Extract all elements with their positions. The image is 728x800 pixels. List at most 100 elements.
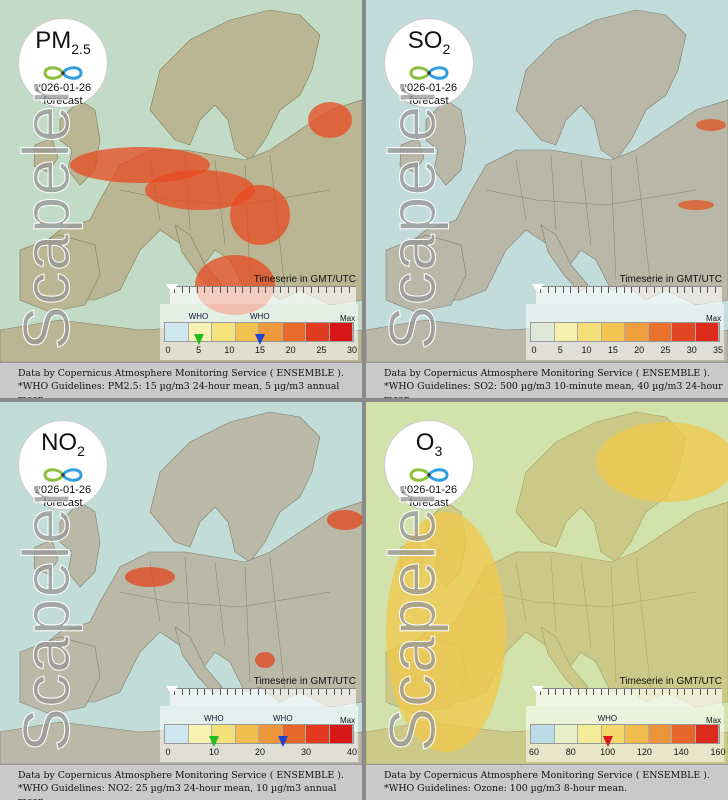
timeline-bar[interactable] xyxy=(170,688,356,706)
timeline-tick xyxy=(616,287,617,293)
legend-tick-label: 15 xyxy=(607,345,618,355)
legend-tick-label: 5 xyxy=(196,345,202,355)
forecast-label: forecast xyxy=(409,496,449,509)
timeline-tick xyxy=(600,287,602,293)
legend-ticks: 60 80 100 120 140 160 xyxy=(526,747,726,759)
legend-tick-label: 160 xyxy=(710,747,726,757)
legend-tick-label: 80 xyxy=(565,747,576,757)
timeline-tick xyxy=(341,689,343,695)
timeline-tick xyxy=(699,689,701,695)
legend-tick-label: 20 xyxy=(254,747,266,757)
timeline-marker-icon[interactable] xyxy=(532,284,544,293)
timeline-tick xyxy=(295,287,297,293)
timeline-tick xyxy=(310,689,312,695)
legend-swatch xyxy=(648,323,672,341)
pollutant-badge: NO2 2026-01-26 forecast xyxy=(18,420,108,510)
legend-max-label: Max xyxy=(706,716,722,725)
timeline-tick xyxy=(692,689,693,695)
timeline-tick xyxy=(638,287,640,293)
timeline-tick xyxy=(676,689,678,695)
legend-swatch xyxy=(329,323,353,341)
timeline-tick xyxy=(692,287,693,293)
legend-ticks: 0 5 10 15 20 25 30 35 xyxy=(526,345,726,357)
timeline-marker-icon[interactable] xyxy=(532,686,544,695)
pollution-hotspot xyxy=(230,185,290,245)
timeline-tick xyxy=(318,287,320,293)
timeline-bar[interactable] xyxy=(170,286,356,304)
timeline-tick xyxy=(562,287,564,293)
timeline-tick xyxy=(333,689,335,695)
timeline-tick xyxy=(348,287,350,293)
legend-swatch xyxy=(329,725,353,743)
timeline-tick xyxy=(318,689,320,695)
legend-tick-label: 10 xyxy=(208,747,220,757)
footer: Data by Copernicus Atmosphere Monitoring… xyxy=(366,362,728,398)
footer-who-guidelines: *WHO Guidelines: Ozone: 100 µg/m3 8-hour… xyxy=(384,783,628,794)
timeline-tick xyxy=(242,287,244,293)
timeline-tick xyxy=(654,287,655,293)
who-marker-icon xyxy=(193,334,204,345)
land-iberia xyxy=(385,234,467,313)
timeline-bar[interactable] xyxy=(536,286,722,304)
timeline-tick xyxy=(189,287,191,293)
land-ireland xyxy=(399,137,425,173)
legend-tick-label: 20 xyxy=(634,345,645,355)
timeline-marker-icon[interactable] xyxy=(166,686,178,695)
legend-swatch xyxy=(259,725,283,743)
timeline-tick xyxy=(227,287,229,293)
legend-tick-label: 15 xyxy=(254,345,266,355)
pollutant-name: O3 xyxy=(415,429,443,459)
timeline-bar[interactable] xyxy=(536,688,722,706)
legend-swatch xyxy=(212,323,236,341)
legend-swatch xyxy=(554,725,578,743)
legend-swatch xyxy=(578,323,602,341)
land-scandinavia xyxy=(149,411,321,563)
forecast-label: forecast xyxy=(43,94,83,107)
timeline-tick xyxy=(547,287,549,293)
timeline-tick xyxy=(707,689,709,695)
pollution-hotspot xyxy=(327,510,362,530)
timeline-tick xyxy=(181,287,183,293)
legend-swatch xyxy=(625,725,649,743)
timeline-tick xyxy=(242,689,244,695)
legend-max-label: Max xyxy=(340,716,356,725)
timeline-tick xyxy=(578,689,579,695)
timeline-tick xyxy=(646,689,648,695)
timeline-tick xyxy=(196,689,198,695)
forecast-date: 2026-01-26 xyxy=(34,81,92,94)
forecast-label: forecast xyxy=(43,496,83,509)
legend-swatch xyxy=(695,323,719,341)
who-label: WHO xyxy=(204,714,224,723)
timeline-tick xyxy=(189,689,191,695)
timeline-tick xyxy=(326,689,327,695)
pollutant-name: NO2 xyxy=(41,429,85,459)
timeline-tick xyxy=(280,287,282,293)
legend-tick-label: 35 xyxy=(712,345,724,355)
legend-swatch xyxy=(165,323,189,341)
land-britain xyxy=(59,501,101,588)
timeline-tick xyxy=(570,287,572,293)
timeline-tick xyxy=(707,287,709,293)
timeline-tick xyxy=(227,689,229,695)
timeline-marker-icon[interactable] xyxy=(166,284,178,293)
timeserie-label: Timeserie in GMT/UTC xyxy=(253,274,356,285)
forecast-date: 2026-01-26 xyxy=(34,483,92,496)
timeline-tick xyxy=(661,689,663,695)
country-borders xyxy=(485,154,697,291)
legend-max-label: Max xyxy=(706,314,722,323)
legend-tick-label: 10 xyxy=(224,345,235,355)
watermark: Scapeler xyxy=(9,483,84,753)
legend-tick-label: 10 xyxy=(581,345,592,355)
forecast-date: 2026-01-26 xyxy=(400,81,458,94)
timeline-tick xyxy=(555,689,557,695)
timeline-tick xyxy=(646,287,648,293)
land-ireland xyxy=(33,539,59,575)
legend-swatch xyxy=(306,725,330,743)
o3-panel: O3 2026-01-26 forecast Scapeler Timeseri… xyxy=(366,402,728,800)
timeline-tick xyxy=(547,689,549,695)
scapeler-logo-icon xyxy=(409,66,449,80)
timeserie-label: Timeserie in GMT/UTC xyxy=(253,676,356,687)
legend-tick-label: 40 xyxy=(346,747,358,757)
legend-tick-label: 30 xyxy=(300,747,312,757)
timeline-tick xyxy=(669,287,671,293)
